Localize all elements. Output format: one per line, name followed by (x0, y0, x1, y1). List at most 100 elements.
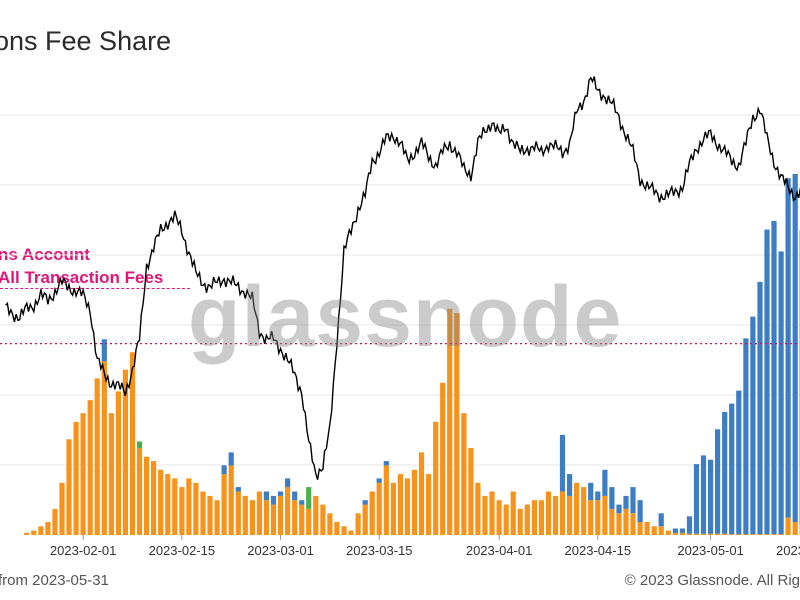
bar-blue (101, 339, 107, 362)
bar-blue (771, 220, 777, 535)
bar-orange (778, 534, 784, 535)
bar-orange (588, 500, 594, 535)
bar-orange (186, 478, 192, 535)
bar-orange (679, 532, 685, 535)
x-tick-label: 2023-02-01 (50, 543, 117, 558)
bar-orange (637, 522, 643, 535)
bar-orange (531, 500, 537, 535)
bar-orange (715, 533, 721, 535)
copyright-text: © 2023 Glassnode. All Rig (624, 572, 800, 589)
bar-orange (87, 400, 93, 535)
bar-orange (602, 495, 608, 535)
bar-blue (785, 178, 791, 518)
bar-blue (602, 469, 608, 496)
bar-orange (66, 439, 72, 535)
bar-orange (214, 500, 220, 535)
bar-orange (341, 526, 347, 535)
bar-orange (277, 495, 284, 535)
x-tick-label: 2023-05-15 (776, 543, 800, 558)
bar-orange (129, 352, 136, 535)
bar-orange (743, 534, 749, 535)
bar-orange (404, 478, 410, 535)
bar-orange (158, 469, 164, 536)
bar-orange (24, 532, 30, 535)
bar-blue (376, 478, 382, 483)
bar-blue (715, 429, 721, 534)
annotation-underline (0, 288, 190, 289)
bar-orange (115, 391, 121, 535)
bar-blue (708, 459, 714, 534)
bar-orange (792, 522, 798, 535)
bar-orange (623, 508, 629, 535)
bar-orange (270, 504, 277, 535)
bar-blue (792, 174, 798, 522)
bar-orange (729, 534, 735, 535)
bar-orange (440, 382, 446, 536)
bar-orange (299, 504, 305, 535)
bar-series (24, 174, 800, 536)
bar-orange (108, 413, 114, 535)
bar-blue (235, 487, 241, 492)
bar-orange (327, 513, 333, 536)
bar-blue (609, 487, 615, 509)
bar-orange (193, 482, 199, 535)
bar-orange (80, 413, 86, 535)
x-tick-label: 2023-03-01 (247, 543, 314, 558)
bar-orange (59, 482, 65, 535)
bar-orange (595, 500, 601, 535)
bar-orange (750, 534, 756, 535)
bar-orange (52, 508, 58, 535)
bar-orange (334, 522, 340, 535)
bar-orange (524, 504, 530, 535)
bar-orange (785, 517, 791, 535)
bar-blue (277, 491, 284, 496)
bar-orange (503, 504, 509, 535)
bar-orange (376, 482, 382, 535)
bar-orange (355, 513, 361, 536)
bar-orange (249, 500, 255, 535)
bar-blue (263, 491, 269, 501)
price-line (5, 76, 800, 480)
bar-orange (426, 474, 432, 535)
bar-orange (538, 500, 544, 535)
chart-title: ons Fee Share (0, 26, 172, 56)
bar-orange (686, 533, 693, 535)
bar-orange (320, 504, 326, 535)
bar-orange (552, 495, 559, 535)
bar-orange (461, 413, 467, 535)
bar-blue (228, 452, 234, 466)
bar-orange (489, 491, 495, 535)
bar-orange (94, 378, 100, 535)
bar-orange (228, 465, 234, 535)
bar-blue (559, 434, 566, 492)
bar-orange (313, 495, 319, 535)
bar-orange (559, 491, 566, 535)
bar-orange (172, 478, 178, 535)
bar-orange (235, 491, 241, 535)
bar-blue (743, 338, 749, 535)
bar-orange (658, 526, 664, 535)
bar-blue (630, 487, 636, 514)
bar-orange (263, 500, 269, 535)
bar-blue (383, 461, 389, 466)
bar-orange (475, 482, 481, 535)
bar-blue (750, 316, 756, 535)
bar-orange (510, 491, 516, 535)
bar-blue (700, 455, 707, 534)
bar-blue (623, 495, 629, 509)
bar-orange (200, 491, 206, 535)
bar-orange (418, 452, 425, 535)
bar-blue (757, 281, 763, 535)
bar-blue (672, 528, 678, 533)
bar-orange (616, 513, 622, 536)
bar-orange (221, 474, 227, 535)
bar-orange (693, 533, 700, 535)
bar-orange (136, 448, 143, 535)
bar-blue (588, 482, 594, 501)
x-tick-label: 2023-04-15 (565, 543, 632, 558)
bar-orange (397, 474, 403, 535)
bar-blue (285, 478, 291, 488)
bar-orange (581, 487, 587, 535)
bar-orange (644, 522, 650, 535)
bar-blue (616, 504, 622, 514)
